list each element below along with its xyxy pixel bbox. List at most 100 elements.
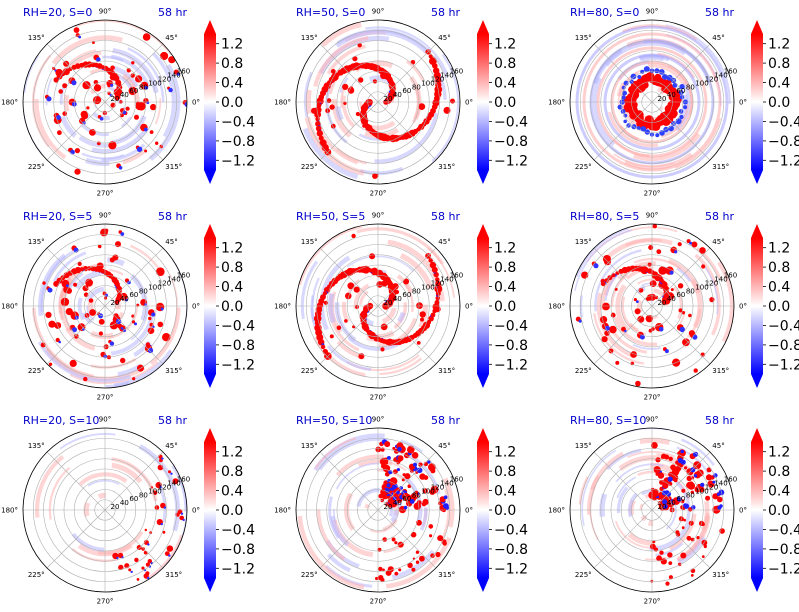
field-cell [118, 564, 124, 571]
field-streak [405, 59, 425, 82]
angle-tick-label: 270° [370, 598, 387, 606]
field-streak [674, 118, 722, 169]
field-streak [594, 249, 642, 312]
radial-tick-label: 100 [421, 283, 434, 291]
colorbar-tick-label: 1.2 [494, 241, 516, 257]
colorbar-tick-label: −0.4 [221, 318, 255, 334]
colorbar: 1.2 0.8 0.4 0.0 −0.4 −0.8 −1.2 [751, 224, 799, 388]
field-cell [678, 308, 683, 313]
angle-tick-label: 180° [1, 99, 18, 107]
field-cell [675, 118, 682, 125]
colorbar-tick-label: 0.0 [768, 95, 790, 111]
field-cell [389, 477, 398, 485]
field-streak [645, 556, 667, 561]
colorbar-tick-label: 0.0 [494, 503, 516, 519]
colorbar-extend-low [204, 170, 216, 184]
field-cell [437, 535, 444, 542]
polar-grid-spoke [593, 43, 653, 103]
field-cell [683, 105, 688, 110]
field-cell [362, 124, 366, 128]
field-cell [98, 318, 105, 325]
polar-frame [295, 223, 461, 389]
radial-tick-label: 20 [658, 299, 667, 307]
colorbar-tick-label: 0.0 [768, 503, 790, 519]
field-streak [326, 44, 366, 75]
field-cell [137, 364, 144, 372]
field-streak [331, 99, 352, 138]
field-cell [128, 568, 132, 572]
field-streak [695, 247, 722, 280]
radial-tick-label: 20 [111, 503, 120, 511]
angle-tick-label: 180° [548, 507, 565, 515]
colorbar-tick-label: −1.2 [768, 561, 799, 577]
field-cell [144, 127, 148, 132]
field-cell [392, 446, 396, 450]
field-cell [372, 79, 377, 84]
field-cell [372, 173, 378, 179]
colorbar-extend-low [751, 578, 763, 592]
field-cell [108, 141, 117, 150]
field-cell [608, 348, 614, 354]
panel-title: RH=50, S=0 [296, 6, 365, 19]
field-cell [180, 512, 184, 515]
colorbar-tick-label: −0.8 [768, 134, 799, 150]
polar-grid-spoke [377, 305, 437, 365]
field-cell [411, 567, 416, 572]
angle-tick-label: 45° [165, 442, 177, 450]
field-streak [341, 95, 356, 128]
radial-tick-label: 160 [177, 272, 190, 280]
field-streak [64, 94, 70, 112]
field-cell [647, 262, 652, 267]
field-cell [666, 74, 673, 81]
field-cell [429, 261, 437, 269]
colorbar-extend-high [204, 224, 216, 238]
field-streak [701, 263, 719, 315]
angle-tick-label: 45° [165, 34, 177, 42]
colorbar: 1.2 0.8 0.4 0.0 −0.4 −0.8 −1.2 [204, 20, 255, 184]
field-cell [323, 300, 328, 305]
field-cell [429, 57, 437, 65]
field-cell [690, 476, 695, 480]
field-cell [93, 84, 102, 92]
field-cell [652, 540, 656, 544]
field-cell [679, 95, 685, 100]
field-streak [138, 444, 181, 532]
angle-tick-label: 45° [712, 238, 724, 246]
field-streak [97, 492, 106, 500]
colorbar-extend-low [477, 578, 489, 592]
field-streak [69, 361, 159, 385]
field-cell [630, 73, 637, 80]
field-cell [170, 472, 173, 475]
colorbar-tick-label: −1.2 [221, 357, 255, 373]
radial-tick-label: 140 [714, 276, 727, 284]
field-cell [168, 56, 176, 64]
angle-tick-label: 180° [274, 303, 291, 311]
field-cell [147, 327, 155, 335]
field-cell [316, 97, 324, 105]
field-cell [674, 250, 678, 254]
radial-tick-label: 20 [384, 503, 393, 511]
colorbar-extend-high [477, 428, 489, 442]
field-cell [40, 342, 46, 348]
field-cell [712, 480, 716, 484]
field-cell [81, 112, 89, 120]
colorbar-gradient [477, 238, 489, 374]
field-cell [352, 325, 356, 329]
field-streak [399, 253, 434, 290]
field-cell [677, 451, 682, 456]
radial-tick-label: 60 [402, 87, 411, 95]
field-streak [326, 345, 372, 372]
field-cell [671, 468, 680, 476]
polar-grid-spoke [593, 509, 653, 569]
field-cell [53, 280, 60, 287]
field-cell [658, 266, 667, 275]
colorbar-tick-label: −0.4 [221, 114, 255, 130]
field-streak [589, 451, 625, 491]
field-cell [342, 83, 349, 90]
field-cell [618, 268, 624, 274]
panel-title: RH=80, S=10 [570, 414, 646, 427]
field-streak [627, 492, 639, 518]
field-cell [147, 559, 152, 564]
